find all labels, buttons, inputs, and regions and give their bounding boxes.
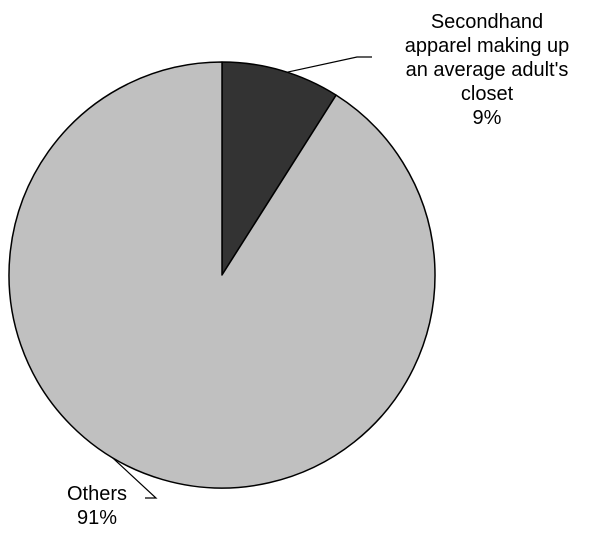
slice-label-others-line-1: Others [67,483,127,505]
pie-slice-secondhand [221,61,337,276]
pie-slice-others [8,61,436,489]
slice-label-secondhand-line-4: closet [461,83,514,105]
slice-label-secondhand-line-3: an average adult's [406,59,569,81]
slice-label-secondhand-line-1: Secondhand [431,11,543,33]
leader-line-others [111,457,158,499]
leader-lines-layer [111,56,372,499]
slice-label-secondhand-line-2: apparel making up [405,35,570,57]
leader-line-secondhand [287,56,372,73]
slice-value-label-secondhand: 9% [473,107,502,129]
slice-value-label-others: 91% [77,507,117,529]
slices-layer [8,61,436,489]
